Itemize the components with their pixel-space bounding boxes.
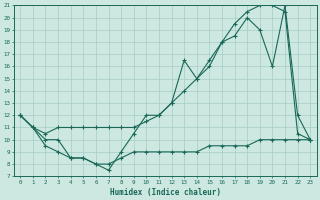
X-axis label: Humidex (Indice chaleur): Humidex (Indice chaleur) [110, 188, 221, 197]
